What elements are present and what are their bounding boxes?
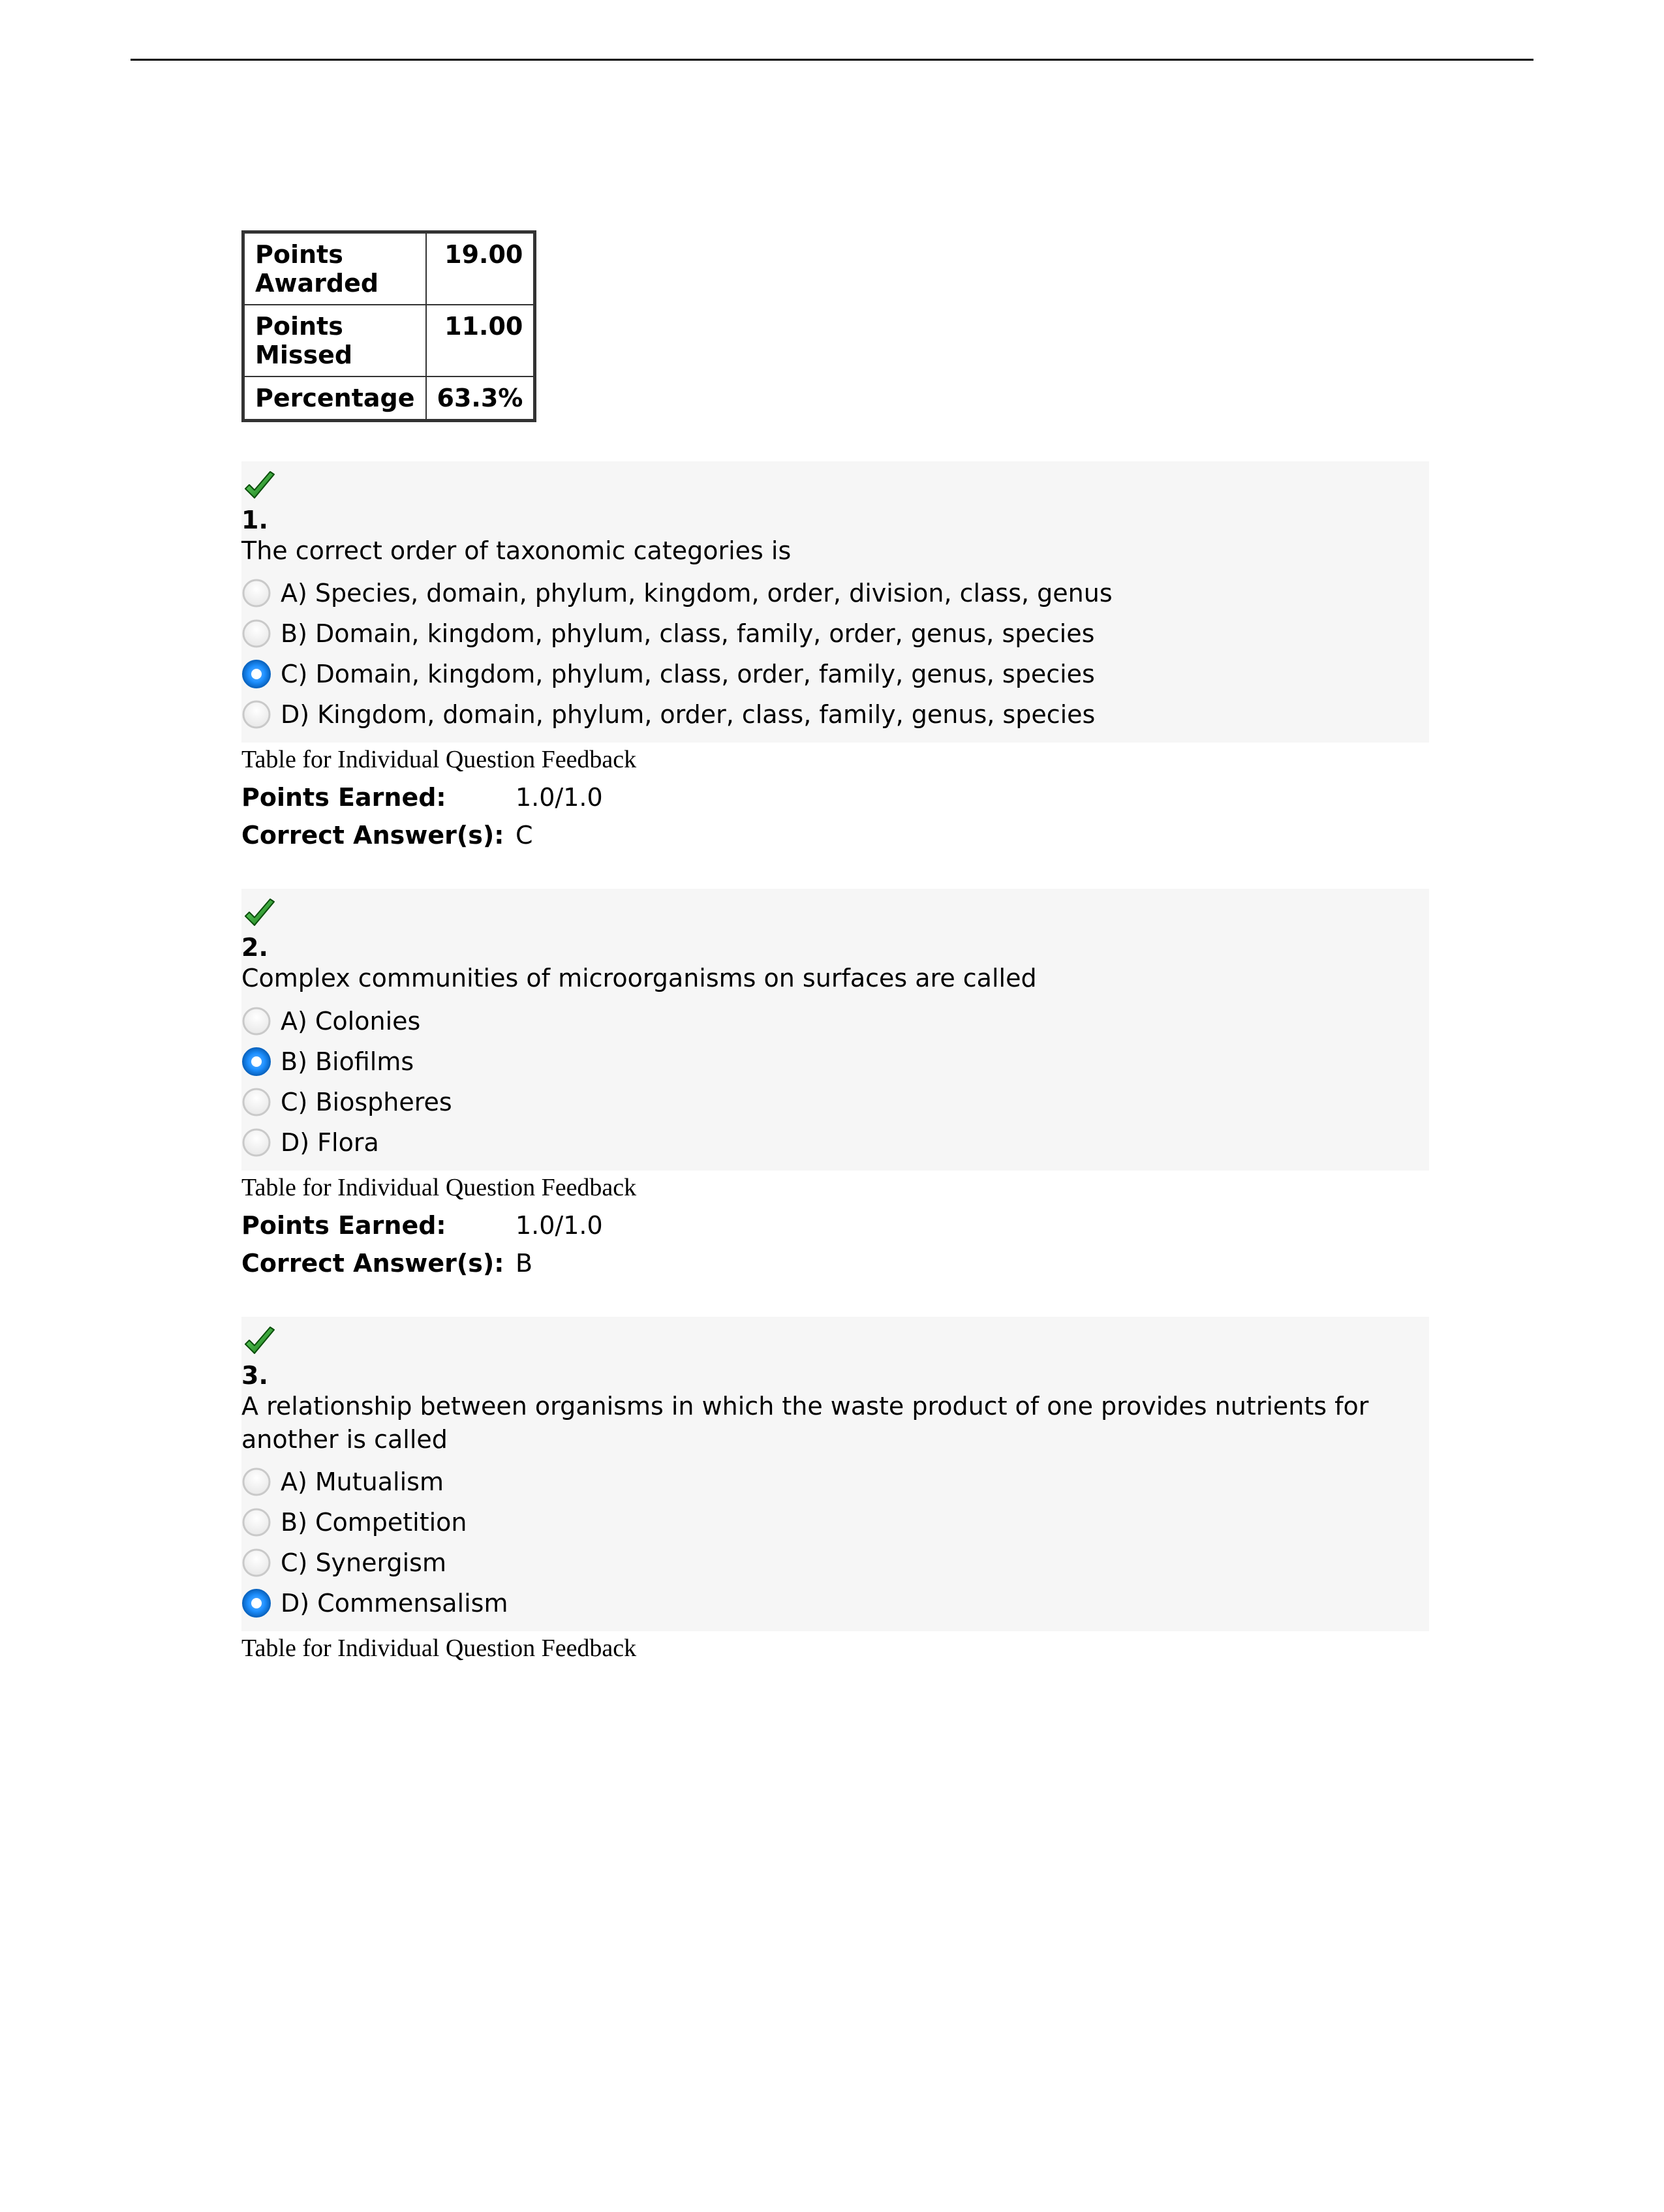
question-block: 1. The correct order of taxonomic catego…	[241, 461, 1429, 850]
answer-option-label: A) Species, domain, phylum, kingdom, ord…	[281, 581, 1113, 606]
radio-unselected-icon[interactable]	[241, 1467, 271, 1497]
answer-option-label: B) Domain, kingdom, phylum, class, famil…	[281, 621, 1094, 646]
checkmark-icon	[241, 1325, 277, 1360]
radio-unselected-icon[interactable]	[241, 1128, 271, 1158]
score-row: Points Missed 11.00	[243, 305, 535, 376]
radio-unselected-icon[interactable]	[241, 619, 271, 649]
questions-container: 1. The correct order of taxonomic catego…	[241, 461, 1429, 1663]
answer-option-label: D) Flora	[281, 1130, 379, 1155]
radio-unselected-icon[interactable]	[241, 1087, 271, 1117]
top-horizontal-rule	[131, 59, 1533, 61]
radio-selected-icon[interactable]	[241, 1588, 271, 1618]
question-number: 3.	[241, 1361, 1429, 1390]
feedback-caption: Table for Individual Question Feedback	[241, 1173, 1429, 1202]
score-label: Points Missed	[243, 305, 426, 376]
answer-option-label: D) Kingdom, domain, phylum, order, class…	[281, 702, 1095, 727]
answer-option[interactable]: A) Species, domain, phylum, kingdom, ord…	[241, 573, 1429, 613]
radio-unselected-icon[interactable]	[241, 1548, 271, 1578]
question-body: 3. A relationship between organisms in w…	[241, 1317, 1429, 1632]
answer-option-label: B) Biofilms	[281, 1049, 414, 1074]
answer-options: A) Colonies B) Biofilms C) Biospheres D)…	[241, 1001, 1429, 1163]
question-number: 2.	[241, 933, 1429, 962]
answer-option-label: C) Biospheres	[281, 1090, 452, 1114]
points-earned-value: 1.0/1.0	[516, 1211, 603, 1240]
question-text: A relationship between organisms in whic…	[241, 1390, 1429, 1457]
answer-option[interactable]: A) Mutualism	[241, 1462, 1429, 1502]
answer-option[interactable]: D) Flora	[241, 1122, 1429, 1163]
points-earned-label: Points Earned:	[241, 1211, 516, 1240]
answer-option-label: C) Synergism	[281, 1550, 446, 1575]
question-body: 2. Complex communities of microorganisms…	[241, 889, 1429, 1170]
question-text: Complex communities of microorganisms on…	[241, 962, 1429, 995]
points-earned-row: Points Earned: 1.0/1.0	[241, 783, 1429, 812]
answer-option[interactable]: B) Domain, kingdom, phylum, class, famil…	[241, 613, 1429, 654]
radio-unselected-icon[interactable]	[241, 1006, 271, 1036]
score-label: Percentage	[243, 376, 426, 421]
question-block: 2. Complex communities of microorganisms…	[241, 889, 1429, 1277]
points-earned-row: Points Earned: 1.0/1.0	[241, 1211, 1429, 1240]
answer-option[interactable]: C) Domain, kingdom, phylum, class, order…	[241, 654, 1429, 694]
answer-option-label: B) Competition	[281, 1510, 467, 1535]
radio-unselected-icon[interactable]	[241, 699, 271, 730]
score-value: 11.00	[426, 305, 535, 376]
points-earned-label: Points Earned:	[241, 783, 516, 812]
correct-answers-row: Correct Answer(s): B	[241, 1249, 1429, 1278]
answer-option-label: D) Commensalism	[281, 1591, 508, 1616]
answer-option-label: A) Colonies	[281, 1009, 420, 1034]
correct-answers-value: B	[516, 1249, 532, 1278]
score-value: 63.3%	[426, 376, 535, 421]
question-number: 1.	[241, 506, 1429, 534]
answer-option[interactable]: D) Kingdom, domain, phylum, order, class…	[241, 694, 1429, 735]
score-summary-table: Points Awarded 19.00 Points Missed 11.00…	[241, 230, 536, 422]
correct-answers-label: Correct Answer(s):	[241, 821, 516, 850]
checkmark-icon	[241, 897, 277, 932]
correct-answers-value: C	[516, 821, 533, 850]
question-body: 1. The correct order of taxonomic catego…	[241, 461, 1429, 743]
correct-answers-row: Correct Answer(s): C	[241, 821, 1429, 850]
question-text: The correct order of taxonomic categorie…	[241, 534, 1429, 568]
radio-unselected-icon[interactable]	[241, 1507, 271, 1537]
page: Points Awarded 19.00 Points Missed 11.00…	[0, 59, 1664, 2212]
answer-option[interactable]: B) Biofilms	[241, 1041, 1429, 1082]
feedback-caption: Table for Individual Question Feedback	[241, 1634, 1429, 1663]
score-label: Points Awarded	[243, 232, 426, 305]
answer-option[interactable]: C) Synergism	[241, 1543, 1429, 1583]
feedback-caption: Table for Individual Question Feedback	[241, 745, 1429, 774]
radio-selected-icon[interactable]	[241, 1047, 271, 1077]
answer-option-label: A) Mutualism	[281, 1469, 444, 1494]
score-row: Percentage 63.3%	[243, 376, 535, 421]
answer-option-label: C) Domain, kingdom, phylum, class, order…	[281, 662, 1095, 686]
points-earned-value: 1.0/1.0	[516, 783, 603, 812]
radio-selected-icon[interactable]	[241, 659, 271, 689]
content-area: Points Awarded 19.00 Points Missed 11.00…	[241, 230, 1429, 1663]
checkmark-icon	[241, 469, 277, 504]
answer-option[interactable]: C) Biospheres	[241, 1082, 1429, 1122]
correct-answers-label: Correct Answer(s):	[241, 1249, 516, 1278]
answer-options: A) Species, domain, phylum, kingdom, ord…	[241, 573, 1429, 735]
answer-options: A) Mutualism B) Competition C) Synergism…	[241, 1462, 1429, 1623]
answer-option[interactable]: D) Commensalism	[241, 1583, 1429, 1623]
radio-unselected-icon[interactable]	[241, 578, 271, 608]
answer-option[interactable]: B) Competition	[241, 1502, 1429, 1543]
answer-option[interactable]: A) Colonies	[241, 1001, 1429, 1041]
score-value: 19.00	[426, 232, 535, 305]
question-block: 3. A relationship between organisms in w…	[241, 1317, 1429, 1663]
score-row: Points Awarded 19.00	[243, 232, 535, 305]
